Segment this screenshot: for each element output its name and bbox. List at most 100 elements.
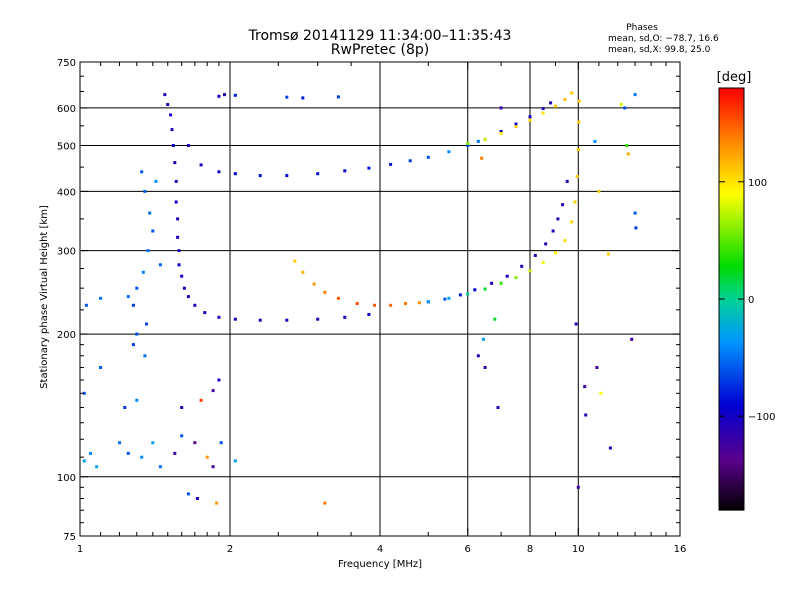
- colorbar-band: [719, 342, 744, 345]
- colorbar-band: [719, 236, 744, 239]
- colorbar-band: [719, 478, 744, 481]
- data-point: [577, 120, 581, 124]
- colorbar-band: [719, 422, 744, 425]
- colorbar-band: [719, 334, 744, 337]
- colorbar-band: [719, 430, 744, 433]
- colorbar-band: [719, 462, 744, 465]
- data-point: [343, 169, 347, 173]
- data-point: [174, 200, 178, 204]
- colorbar-label: [deg]: [717, 70, 752, 85]
- colorbar-band: [719, 98, 744, 101]
- x-tick-label: 8: [527, 544, 533, 555]
- data-point: [528, 115, 532, 119]
- colorbar-band: [719, 398, 744, 401]
- colorbar-band: [719, 264, 744, 267]
- colorbar-band: [719, 224, 744, 227]
- colorbar-band: [719, 438, 744, 441]
- data-point: [633, 211, 637, 215]
- colorbar-band: [719, 106, 744, 109]
- colorbar-band: [719, 234, 744, 237]
- data-point: [481, 337, 485, 341]
- data-point: [148, 211, 152, 215]
- colorbar-band: [719, 184, 744, 187]
- data-point: [211, 389, 215, 393]
- colorbar-band: [719, 340, 744, 343]
- data-point: [576, 485, 580, 489]
- data-point: [561, 203, 565, 207]
- data-point: [186, 144, 190, 147]
- colorbar: 100 0 −100: [718, 87, 775, 511]
- colorbar-band: [719, 162, 744, 165]
- x-tick-label: 2: [227, 544, 233, 555]
- colorbar-tick-label: 0: [748, 295, 754, 306]
- data-point: [483, 287, 487, 291]
- colorbar-band: [719, 424, 744, 427]
- colorbar-band: [719, 164, 744, 167]
- colorbar-band: [719, 208, 744, 211]
- data-point: [458, 293, 462, 297]
- colorbar-band: [719, 346, 744, 349]
- data-point: [549, 101, 553, 105]
- x-tick-label: 10: [572, 544, 585, 555]
- colorbar-band: [719, 298, 744, 301]
- colorbar-band: [719, 508, 744, 511]
- colorbar-band: [719, 88, 744, 91]
- colorbar-band: [719, 464, 744, 467]
- data-point: [514, 276, 518, 280]
- colorbar-band: [719, 486, 744, 489]
- colorbar-band: [719, 132, 744, 135]
- data-point: [158, 465, 162, 469]
- data-point: [84, 303, 88, 307]
- colorbar-band: [719, 480, 744, 483]
- colorbar-band: [719, 502, 744, 505]
- colorbar-band: [719, 244, 744, 247]
- colorbar-band: [719, 350, 744, 353]
- colorbar-band: [719, 100, 744, 103]
- data-point: [186, 492, 190, 496]
- colorbar-band: [719, 386, 744, 389]
- colorbar-band: [719, 344, 744, 347]
- x-axis-label: Frequency [MHz]: [338, 559, 422, 570]
- data-point: [554, 104, 557, 108]
- y-tick-label: 75: [63, 532, 76, 543]
- colorbar-band: [719, 176, 744, 179]
- data-point: [597, 189, 601, 193]
- y-tick-label: 750: [57, 58, 76, 69]
- data-point: [182, 286, 186, 290]
- data-point: [217, 94, 221, 98]
- data-point: [174, 179, 178, 183]
- data-point: [563, 239, 567, 243]
- y-tick-label: 600: [57, 104, 76, 115]
- colorbar-band: [719, 284, 744, 287]
- colorbar-band: [719, 320, 744, 323]
- data-point: [169, 113, 173, 117]
- data-point: [285, 95, 289, 99]
- colorbar-band: [719, 490, 744, 493]
- colorbar-band: [719, 180, 744, 183]
- data-point: [118, 441, 121, 445]
- colorbar-band: [719, 492, 744, 495]
- colorbar-band: [719, 470, 744, 473]
- data-point: [389, 303, 393, 307]
- colorbar-band: [719, 450, 744, 453]
- colorbar-band: [719, 472, 744, 475]
- colorbar-band: [719, 256, 744, 259]
- data-point: [466, 292, 470, 296]
- colorbar-band: [719, 228, 744, 231]
- colorbar-band: [719, 396, 744, 399]
- data-point: [176, 235, 180, 239]
- data-point: [556, 217, 560, 221]
- data-point: [583, 385, 587, 389]
- data-point: [176, 217, 180, 221]
- data-point: [89, 451, 93, 455]
- chart-subtitle: RwPretec (8p): [331, 42, 429, 58]
- colorbar-band: [719, 268, 744, 271]
- colorbar-band: [719, 384, 744, 387]
- colorbar-band: [719, 410, 744, 413]
- data-point: [570, 220, 574, 224]
- data-point: [180, 406, 184, 409]
- colorbar-band: [719, 198, 744, 201]
- x-tick-label: 4: [377, 544, 383, 555]
- colorbar-band: [719, 130, 744, 133]
- data-point: [285, 318, 289, 322]
